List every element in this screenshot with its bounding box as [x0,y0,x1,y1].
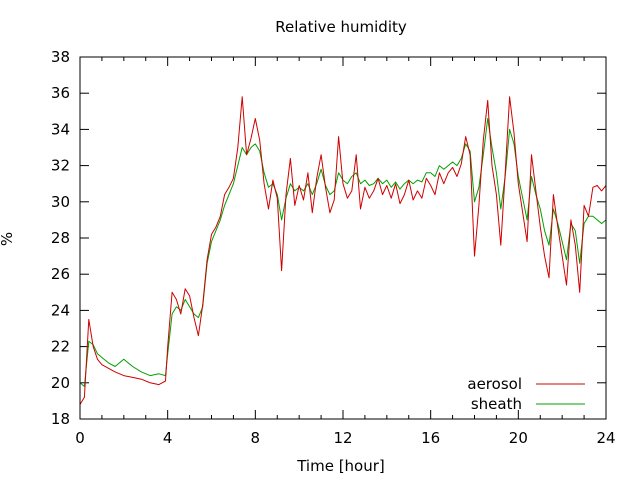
y-tick-label: 36 [51,84,70,102]
y-tick-label: 18 [51,410,70,428]
legend: aerosol sheath [467,375,585,413]
x-tick-label: 16 [421,429,440,447]
y-tick-label: 34 [51,120,70,138]
axis-ticks: 0 4 8 12 16 20 24 18 20 22 24 26 28 30 32 34 36 38 [51,48,616,447]
legend-label-sheath: sheath [471,395,522,413]
y-tick-label: 28 [51,229,70,247]
x-axis-label: Time [hour] [296,457,385,475]
y-tick-label: 24 [51,301,70,319]
x-tick-label: 0 [75,429,85,447]
y-axis-label: % [0,232,16,246]
y-tick-label: 22 [51,338,70,356]
sheath-series-line [79,118,607,387]
x-tick-label: 8 [251,429,261,447]
legend-label-aerosol: aerosol [467,375,522,393]
y-tick-label: 26 [51,265,70,283]
y-tick-label: 38 [51,48,70,66]
x-tick-label: 12 [333,429,352,447]
y-tick-label: 32 [51,157,70,175]
plot-frame [79,56,607,420]
x-tick-label: 24 [596,429,615,447]
y-tick-label: 30 [51,193,70,211]
y-tick-label: 20 [51,374,70,392]
series-layer [79,96,607,405]
x-tick-label: 20 [509,429,528,447]
x-tick-label: 4 [163,429,173,447]
aerosol-series-line [79,96,607,405]
chart-title: Relative humidity [275,18,407,36]
